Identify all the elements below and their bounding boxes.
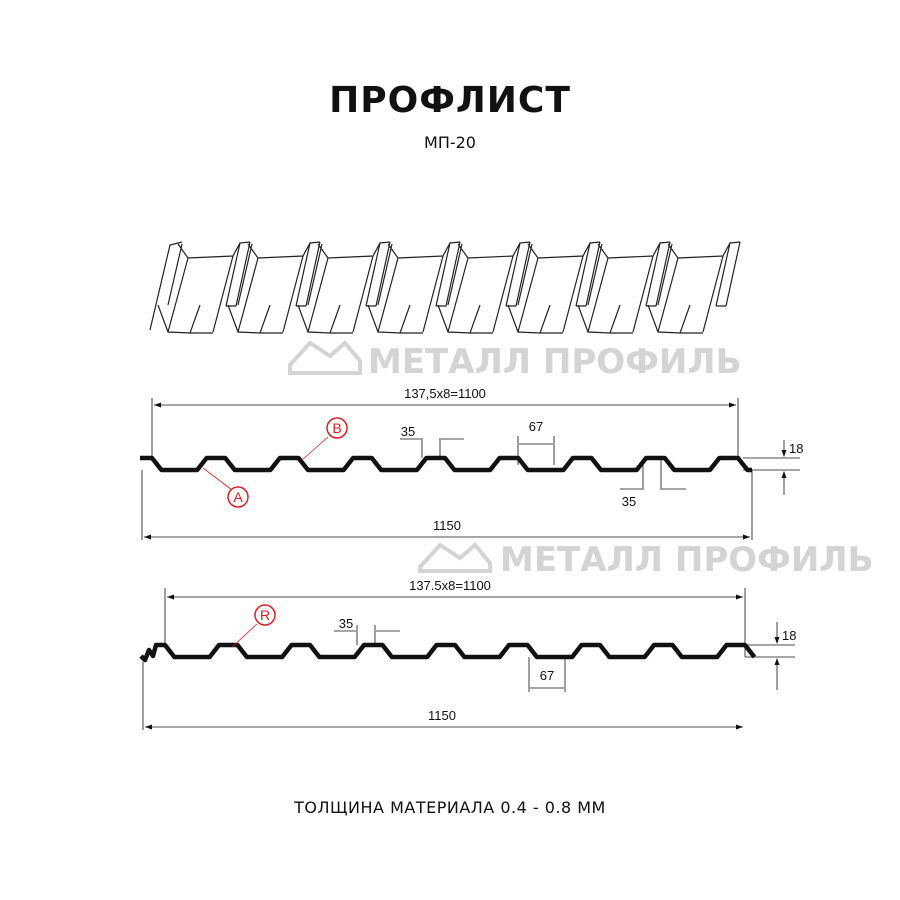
profile-r [139,588,795,730]
watermark-top: МЕТАЛЛ ПРОФИЛЬ [288,340,742,382]
width-label: 1150 [433,518,461,533]
marker-r [254,604,276,626]
material-thickness-note: ТОЛЩИНА МАТЕРИАЛА 0.4 - 0.8 ММ [294,798,606,817]
watermark-bottom: МЕТАЛЛ ПРОФИЛЬ [418,540,874,580]
watermark-text: МЕТАЛЛ ПРОФИЛЬ [368,342,742,382]
watermark-logo-icon [418,542,492,573]
watermark-text: МЕТАЛЛ ПРОФИЛЬ [500,540,874,580]
top-width-label-r: 35 [339,616,353,631]
bottom-width-label: 67 [529,419,543,434]
width-label-r: 1150 [428,708,456,723]
marker-b-label: B [332,420,341,436]
height-label-r: 18 [782,628,796,643]
marker-b [326,417,348,439]
pitch-label: 137,5x8=1100 [404,386,486,401]
sheet-3d-view [149,241,741,334]
pitch-label-r: 137.5x8=1100 [409,578,491,593]
sheet-3d-outline [149,241,741,334]
page-title: ПРОФЛИСТ [329,80,571,121]
marker-r-label: R [260,607,270,623]
top-width-label-2: 35 [622,494,636,509]
top-width-label: 35 [401,424,415,439]
profile-a-outline [140,455,752,473]
profile-a [140,398,800,540]
watermark-logo-icon [288,340,362,375]
page-subtitle: МП-20 [424,133,476,152]
marker-a-label: A [233,489,243,505]
height-label: 18 [789,441,803,456]
bottom-width-label-r: 67 [540,668,554,683]
profile-r-outline [139,642,757,663]
marker-a [227,486,249,508]
